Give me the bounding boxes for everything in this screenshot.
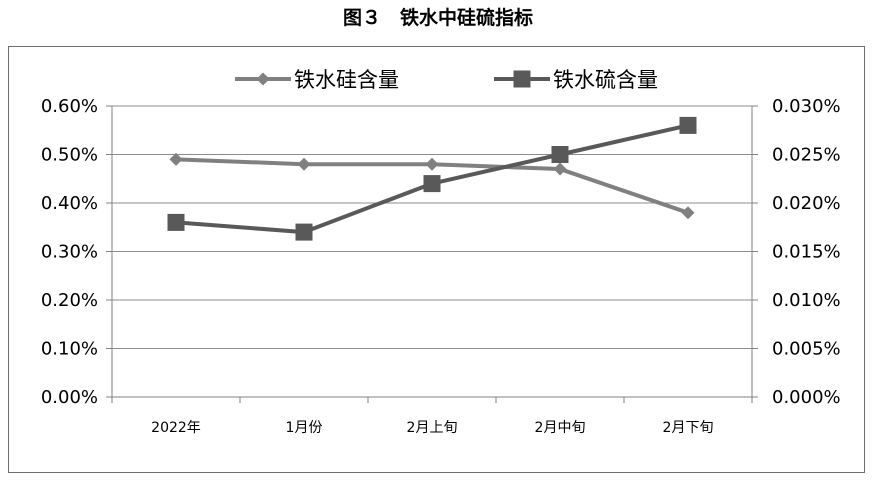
data-point xyxy=(425,157,439,171)
right-y-tick-label: 0.005% xyxy=(772,339,841,360)
left-y-tick-label: 0.10% xyxy=(41,339,98,360)
x-tick-label: 2月下旬 xyxy=(663,420,714,436)
legend-item: 铁水硅含量 xyxy=(235,68,399,92)
x-ticks: 2022年 1月份 2月上旬 2月中旬 2月下旬 xyxy=(151,420,713,436)
x-tick-label: 1月份 xyxy=(286,420,323,436)
right-y-tick-label: 0.010% xyxy=(772,290,841,311)
legend: 铁水硅含量 铁水硫含量 xyxy=(235,68,658,92)
data-point xyxy=(551,146,569,163)
axes xyxy=(106,105,758,403)
left-y-tick-label: 0.20% xyxy=(41,290,98,311)
data-point xyxy=(681,206,695,220)
right-y-tick-label: 0.015% xyxy=(772,242,841,263)
x-tick-label: 2月中旬 xyxy=(535,420,586,436)
data-point xyxy=(423,175,441,193)
series-layer xyxy=(167,116,697,241)
grid-lines xyxy=(112,105,752,349)
left-y-tick-label: 0.60% xyxy=(41,96,98,117)
right-y-tick-label: 0.020% xyxy=(772,193,841,214)
left-y-tick-label: 0.00% xyxy=(41,387,98,408)
left-y-tick-label: 0.40% xyxy=(41,193,98,214)
x-tick-label: 2022年 xyxy=(151,420,201,436)
right-y-tick-label: 0.025% xyxy=(772,145,841,166)
legend-marker xyxy=(513,70,531,88)
data-point xyxy=(553,162,567,176)
figure-title: 图３ 铁水中硅硫指标 xyxy=(342,7,533,29)
legend-label: 铁水硫含量 xyxy=(553,68,658,92)
right-y-tick-label: 0.030% xyxy=(772,96,841,117)
left-y-tick-label: 0.30% xyxy=(41,242,98,263)
series-1 xyxy=(169,152,695,220)
legend-label: 铁水硅含量 xyxy=(294,68,399,92)
x-tick-label: 2月上旬 xyxy=(407,420,458,436)
series-2 xyxy=(167,116,697,241)
data-point xyxy=(679,116,697,134)
data-point xyxy=(169,152,183,166)
left-y-tick-label: 0.50% xyxy=(41,145,98,166)
right-y-ticks: 0.000% 0.005% 0.010% 0.015% 0.020% 0.025% 0.03… xyxy=(772,96,841,408)
data-point xyxy=(297,157,311,171)
left-y-ticks: 0.00% 0.10% 0.20% 0.30% 0.40% 0.50% 0.60% xyxy=(41,96,98,408)
legend-marker xyxy=(256,72,270,86)
legend-item: 铁水硫含量 xyxy=(494,68,658,92)
data-point xyxy=(295,223,313,241)
chart-frame xyxy=(8,46,865,473)
data-point xyxy=(167,213,185,231)
right-y-tick-label: 0.000% xyxy=(772,387,841,408)
